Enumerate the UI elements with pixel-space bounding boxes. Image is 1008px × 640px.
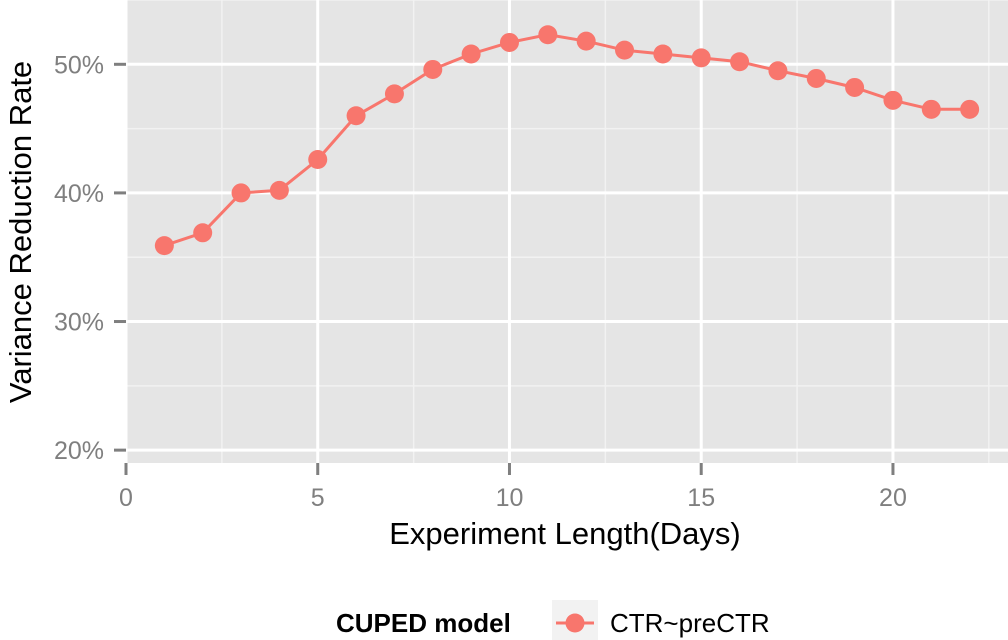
data-point	[538, 25, 558, 45]
series-line	[163, 33, 970, 248]
y-tick-label: 40%	[54, 180, 104, 208]
legend-label: CTR~preCTR	[610, 608, 770, 638]
data-point	[193, 223, 213, 243]
data-point	[499, 32, 519, 52]
legend-title: CUPED model	[336, 608, 511, 638]
data-point	[960, 99, 980, 119]
data-point	[576, 31, 596, 51]
y-tick-label: 50%	[54, 51, 104, 79]
y-tick-label: 30%	[54, 309, 104, 337]
data-point	[154, 236, 174, 256]
data-point	[231, 183, 251, 203]
data-point	[346, 106, 366, 126]
legend: CUPED model CTR~preCTR	[336, 600, 770, 640]
data-point	[461, 44, 481, 64]
data-point	[423, 59, 443, 79]
x-tick-label: 0	[119, 484, 133, 512]
data-point	[730, 52, 750, 72]
x-tick-label: 5	[311, 484, 325, 512]
data-point	[806, 68, 826, 88]
y-axis-title: Variance Reduction Rate	[3, 61, 38, 403]
x-axis-title: Experiment Length(Days)	[389, 516, 741, 551]
plot-panel	[126, 0, 1008, 463]
legend-key-marker	[565, 613, 585, 633]
data-point	[615, 40, 635, 60]
data-point	[308, 149, 328, 169]
data-point	[384, 84, 404, 104]
y-tick-label: 20%	[54, 437, 104, 465]
data-point	[691, 48, 711, 68]
x-tick-label: 15	[687, 484, 715, 512]
data-point	[653, 44, 673, 64]
x-tick-label: 10	[496, 484, 524, 512]
data-point	[269, 180, 289, 200]
x-tick-label: 20	[879, 484, 907, 512]
data-point	[768, 61, 788, 81]
data-point	[845, 77, 865, 97]
minor-gridlines	[126, 0, 1008, 463]
tick-labels: 0 5 10 15 20 20% 30% 40% 50%	[54, 51, 907, 512]
data-point	[883, 90, 903, 110]
major-gridlines	[124, 0, 1008, 463]
data-point	[921, 99, 941, 119]
series-layer	[154, 25, 980, 256]
axis-ticks	[114, 62, 895, 475]
